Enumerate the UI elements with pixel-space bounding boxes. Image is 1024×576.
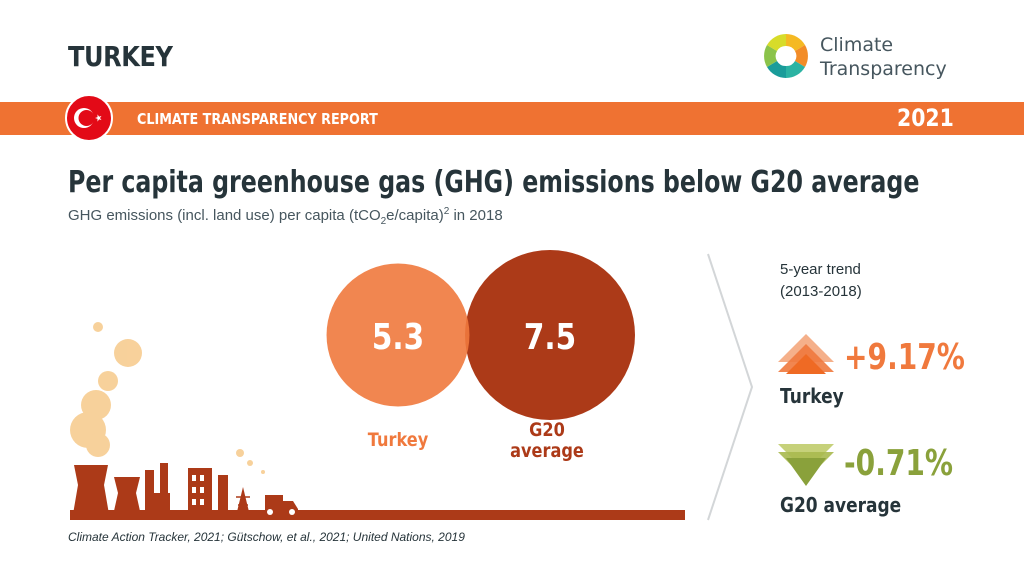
g20-trend-value: -0.71% bbox=[844, 443, 954, 484]
trend-title: 5-year trend (2013-2018) bbox=[780, 259, 862, 303]
logo-text: Climate Transparency bbox=[820, 33, 947, 81]
industry-illustration bbox=[70, 322, 685, 520]
trend-title-line-2: (2013-2018) bbox=[780, 283, 862, 300]
bubble-value-label: 5.3 bbox=[372, 315, 424, 358]
g20-trend-label: G20 average bbox=[780, 493, 902, 517]
turkey-flag-icon bbox=[65, 94, 113, 142]
turkey-trend-label: Turkey bbox=[780, 384, 844, 408]
trend-up-icon bbox=[778, 334, 834, 374]
bubble-value-label: 7.5 bbox=[524, 315, 576, 358]
chevron-divider bbox=[707, 253, 754, 521]
trend-title-line-1: 5-year trend bbox=[780, 261, 861, 278]
subtitle-prefix: GHG emissions (incl. land use) per capit… bbox=[68, 207, 381, 224]
report-banner bbox=[0, 102, 1024, 135]
subtitle-suffix: in 2018 bbox=[449, 207, 503, 224]
bubble-g20-average bbox=[465, 250, 635, 420]
climate-transparency-logo bbox=[764, 34, 808, 78]
trend-down-icon bbox=[778, 444, 834, 486]
chart-subtitle: GHG emissions (incl. land use) per capit… bbox=[68, 206, 503, 227]
subtitle-sub: 2 bbox=[380, 216, 387, 227]
building-windows bbox=[192, 475, 295, 515]
headline: Per capita greenhouse gas (GHG) emission… bbox=[68, 165, 920, 200]
logo-line-2: Transparency bbox=[820, 58, 947, 80]
country-title: TURKEY bbox=[68, 40, 173, 73]
source-note: Climate Action Tracker, 2021; Gütschow, … bbox=[68, 530, 465, 544]
subtitle-sup: 2 bbox=[443, 206, 450, 217]
bubble-category-label: G20 bbox=[529, 420, 565, 442]
subtitle-middle: e/capita) bbox=[386, 207, 444, 224]
turkey-trend-value: +9.17% bbox=[844, 337, 965, 378]
banner-title: CLIMATE TRANSPARENCY REPORT bbox=[137, 110, 378, 128]
smoke-clouds bbox=[70, 322, 265, 474]
bubble-turkey bbox=[326, 263, 470, 407]
bubble-category-label: Turkey bbox=[368, 430, 429, 452]
banner-year: 2021 bbox=[897, 104, 954, 132]
logo-line-1: Climate bbox=[820, 34, 894, 56]
bubble-category-label: average bbox=[510, 441, 584, 463]
